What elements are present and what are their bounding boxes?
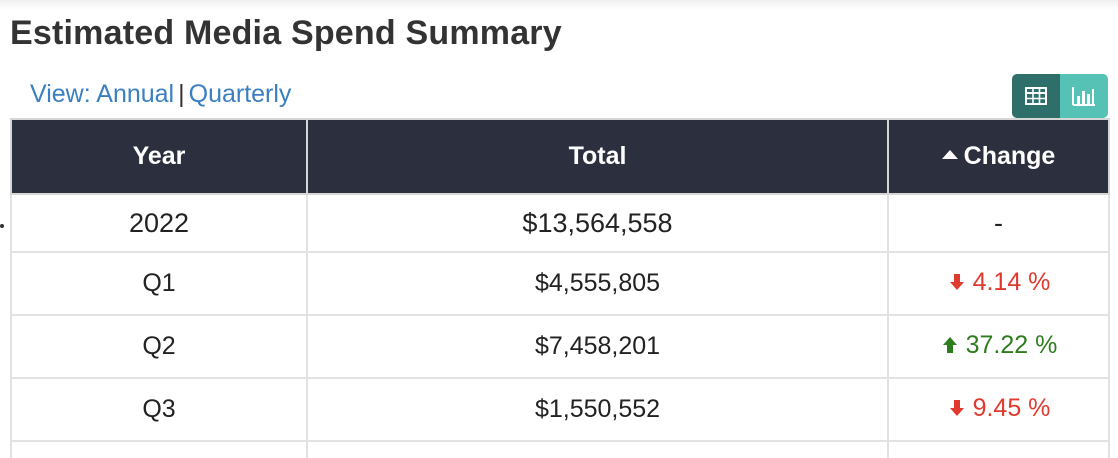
table-header-row: Year Total Change xyxy=(10,118,1110,195)
cell-change: 9.45 % xyxy=(887,377,1110,442)
cell-empty xyxy=(10,440,308,458)
bullet-dot xyxy=(0,224,4,228)
display-toggle xyxy=(1012,74,1108,118)
change-text: 4.14 % xyxy=(972,267,1051,296)
cell-change: 4.14 % xyxy=(887,251,1110,316)
header-change[interactable]: Change xyxy=(887,118,1110,195)
cell-empty xyxy=(887,440,1110,458)
top-shade xyxy=(0,0,1118,10)
cell-total: $7,458,201 xyxy=(306,314,889,379)
cell-period: Q1 xyxy=(10,251,308,316)
table-view-button[interactable] xyxy=(1012,74,1060,118)
cell-period: Q3 xyxy=(10,377,308,442)
table-row: Q1 $4,555,805 4.14 % xyxy=(10,251,1110,316)
table-row: Q3 $1,550,552 9.45 % xyxy=(10,377,1110,442)
change-value: 9.45 % xyxy=(947,393,1051,423)
view-separator: | xyxy=(178,80,185,108)
header-year[interactable]: Year xyxy=(10,118,308,195)
cell-total: $13,564,558 xyxy=(306,193,889,253)
table-row: Q2 $7,458,201 37.22 % xyxy=(10,314,1110,379)
cell-period: Q2 xyxy=(10,314,308,379)
arrow-down-icon xyxy=(949,400,964,417)
caret-up-icon xyxy=(941,149,958,159)
change-value: 37.22 % xyxy=(940,330,1058,360)
view-annual-link[interactable]: View: Annual xyxy=(30,80,174,108)
cell-change: - xyxy=(887,193,1110,253)
cell-empty xyxy=(306,440,889,458)
view-annual-label: Annual xyxy=(96,80,175,108)
change-text: 9.45 % xyxy=(972,393,1051,422)
bar-chart-icon xyxy=(1072,87,1095,106)
chart-view-button[interactable] xyxy=(1060,74,1108,118)
page-title: Estimated Media Spend Summary xyxy=(10,14,562,52)
cell-total: $4,555,805 xyxy=(306,251,889,316)
view-quarterly-link[interactable]: Quarterly xyxy=(188,80,292,108)
change-value: 4.14 % xyxy=(947,267,1051,297)
header-total[interactable]: Total xyxy=(306,118,889,195)
cell-total: $1,550,552 xyxy=(306,377,889,442)
media-spend-table: Year Total Change 2022 $13,564,558 - Q1 … xyxy=(10,118,1110,458)
change-text: 37.22 % xyxy=(965,330,1058,359)
table-row-partial xyxy=(10,440,1110,458)
header-change-label: Change xyxy=(963,142,1056,170)
arrow-up-icon xyxy=(942,337,957,354)
arrow-down-icon xyxy=(949,274,964,291)
cell-year: 2022 xyxy=(10,193,308,253)
view-switcher: View: Annual | Quarterly xyxy=(30,80,291,109)
view-prefix: View: xyxy=(30,80,91,108)
cell-change: 37.22 % xyxy=(887,314,1110,379)
table-row: 2022 $13,564,558 - xyxy=(10,193,1110,253)
table-icon xyxy=(1025,87,1047,105)
